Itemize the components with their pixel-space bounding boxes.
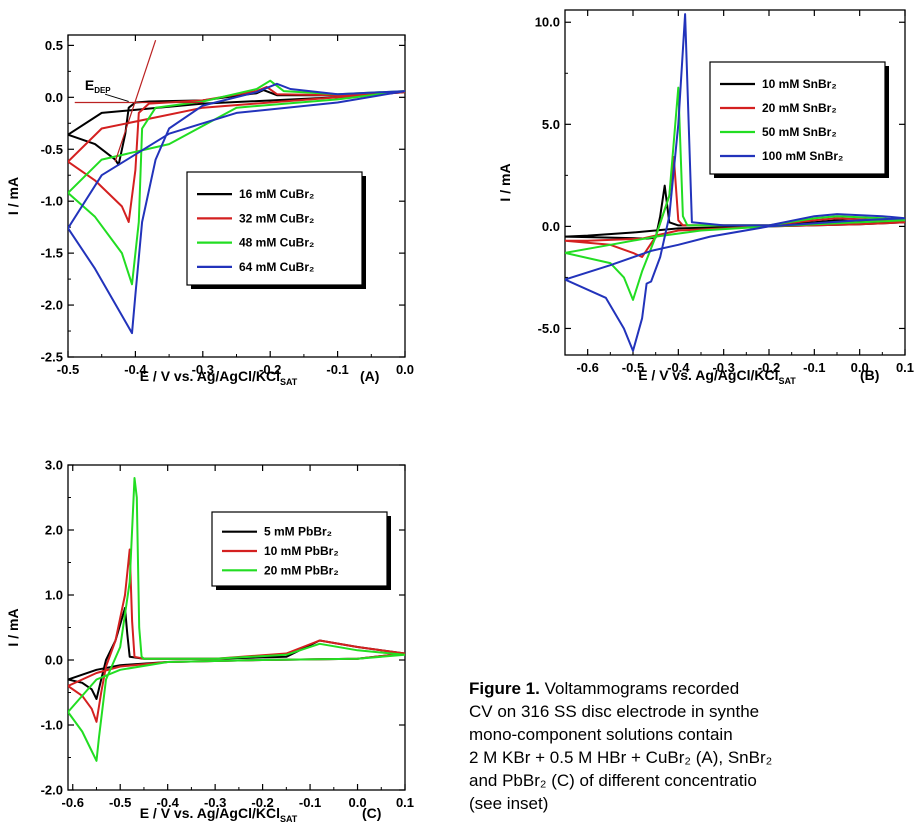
- y-tick-label: -1.0: [41, 194, 63, 209]
- y-tick-label: 1.0: [45, 588, 63, 603]
- edep-annotation-sub: DEP: [94, 86, 111, 95]
- caption-bold: Figure 1.: [469, 679, 540, 698]
- x-axis-label: E / V vs. Ag/AgCl/KClSAT: [140, 368, 298, 387]
- legend-label-3: 48 mM CuBr₂: [239, 236, 314, 250]
- x-axis-label-sub: SAT: [280, 377, 298, 387]
- x-axis-label-sub: SAT: [280, 814, 298, 824]
- figure-caption: Figure 1. Voltammograms recorded CV on 3…: [469, 678, 916, 816]
- panel-label: (C): [362, 805, 381, 821]
- series-group: [565, 13, 905, 352]
- chart-panel-2: -0.6 -0.5 -0.4 -0.3 -0.2 -0.1 0.0 0.1 -5.0 0.0 5.0…: [497, 9, 914, 386]
- legend-box: [211, 511, 388, 587]
- x-tick-label: 0.0: [396, 362, 414, 377]
- x-axis-label-main: E / V vs. Ag/AgCl/KCl: [140, 805, 280, 821]
- series-line-1: [68, 89, 405, 166]
- plot-frame: [564, 9, 906, 356]
- x-axis-label-main: E / V vs. Ag/AgCl/KCl: [638, 367, 778, 383]
- x-tick-label: -0.2: [758, 360, 780, 375]
- series-line-3: [68, 477, 405, 762]
- y-tick-label: -2.0: [41, 783, 63, 798]
- x-tick-label: -0.2: [259, 362, 281, 377]
- x-tick-label: -0.1: [299, 795, 321, 810]
- y-tick-label: 0.0: [542, 219, 560, 234]
- legend-label-2: 10 mM PbBr₂: [264, 544, 339, 558]
- legend-label-1: 16 mM CuBr₂: [239, 187, 314, 201]
- caption-line-3: mono-component solutions contain: [469, 724, 733, 744]
- x-tick-label: -0.5: [622, 360, 644, 375]
- y-tick-label: -0.5: [41, 142, 63, 157]
- tangent-line-steep: [114, 40, 157, 162]
- x-axis-label: E / V vs. Ag/AgCl/KClSAT: [638, 367, 796, 386]
- x-tick-label: -0.2: [251, 795, 273, 810]
- x-tick-label: -0.6: [62, 795, 84, 810]
- series-line-4: [68, 82, 405, 335]
- legend-label-2: 20 mM SnBr₂: [762, 101, 837, 115]
- edep-annotation-main: E: [85, 77, 94, 93]
- series-line-3: [68, 79, 405, 286]
- x-tick-label: -0.1: [803, 360, 825, 375]
- caption-line-5: and PbBr₂ (C) of different concentratio: [469, 770, 757, 790]
- y-tick-label: 3.0: [45, 458, 63, 473]
- y-tick-label: 0.0: [45, 90, 63, 105]
- series-group: [68, 79, 405, 335]
- y-tick-label: 10.0: [535, 15, 560, 30]
- x-tick-label: -0.4: [124, 362, 147, 377]
- x-tick-label: 0.1: [396, 795, 414, 810]
- y-tick-label: 0.0: [45, 653, 63, 668]
- legend-label-1: 5 mM PbBr₂: [264, 525, 332, 539]
- legend-label-3: 20 mM PbBr₂: [264, 563, 339, 577]
- y-tick-label: -2.5: [41, 350, 63, 365]
- series-line-1: [565, 184, 905, 240]
- x-tick-label: -0.5: [57, 362, 79, 377]
- x-tick-label: 0.1: [896, 360, 914, 375]
- edep-annotation: EDEP: [85, 77, 111, 95]
- legend-label-4: 64 mM CuBr₂: [239, 260, 314, 274]
- y-tick-label: -1.5: [41, 246, 63, 261]
- series-group: [68, 477, 405, 762]
- legend-label-1: 10 mM SnBr₂: [762, 77, 837, 91]
- y-tick-label: -1.0: [41, 718, 63, 733]
- x-tick-label: -0.4: [156, 795, 179, 810]
- x-axis-label-main: E / V vs. Ag/AgCl/KCl: [140, 368, 280, 384]
- x-tick-label: -0.3: [204, 795, 226, 810]
- panel-label: (B): [860, 367, 879, 383]
- x-tick-label: -0.4: [667, 360, 690, 375]
- caption-line-4: 2 M KBr + 0.5 M HBr + CuBr₂ (A), SnBr₂: [469, 747, 773, 767]
- y-axis-label: I / mA: [5, 177, 21, 215]
- caption-line-2: CV on 316 SS disc electrode in synthe: [469, 701, 760, 721]
- x-axis-label: E / V vs. Ag/AgCl/KClSAT: [140, 805, 298, 824]
- chart-panel-3: -0.6 -0.5 -0.4 -0.3 -0.2 -0.1 0.0 0.1 -2.0 -1.0 0.…: [5, 458, 414, 825]
- y-axis-label: I / mA: [497, 163, 513, 201]
- caption-line-6: (see inset): [469, 793, 549, 813]
- x-axis-label-sub: SAT: [778, 376, 796, 386]
- annotation-arrow: [104, 93, 129, 102]
- x-tick-label: -0.1: [326, 362, 348, 377]
- x-tick-label: 0.0: [851, 360, 869, 375]
- x-tick-label: 0.0: [348, 795, 366, 810]
- y-tick-label: 5.0: [542, 117, 560, 132]
- caption-line-1: Voltammograms recorded: [539, 679, 740, 698]
- legend-label-2: 32 mM CuBr₂: [239, 211, 314, 225]
- y-tick-label: 2.0: [45, 523, 63, 538]
- x-tick-label: -0.3: [192, 362, 214, 377]
- y-axis-label: I / mA: [5, 608, 21, 646]
- y-tick-label: -5.0: [538, 321, 560, 336]
- legend-label-3: 50 mM SnBr₂: [762, 125, 837, 139]
- panel-label: (A): [360, 368, 379, 384]
- chart-panel-1: -0.5 -0.4 -0.3 -0.2 -0.1 0.0 -2.5 -2.0 -1.5 -1.0 -…: [5, 34, 414, 387]
- x-tick-label: -0.5: [109, 795, 131, 810]
- x-tick-label: -0.3: [712, 360, 734, 375]
- legend-label-4: 100 mM SnBr₂: [762, 149, 843, 163]
- y-tick-label: -2.0: [41, 298, 63, 313]
- y-tick-label: 0.5: [45, 38, 63, 53]
- x-tick-label: -0.6: [576, 360, 598, 375]
- series-line-4: [565, 13, 905, 352]
